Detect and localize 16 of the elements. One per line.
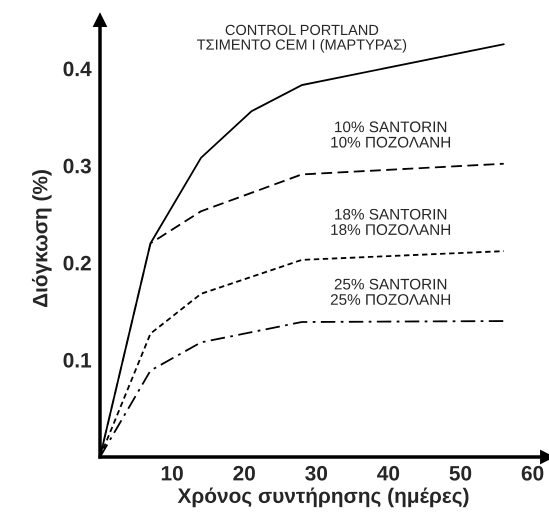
x-tick-label: 20 — [233, 466, 255, 481]
x-tick-label: 40 — [377, 466, 400, 481]
y-tick-label: 0.3 — [64, 158, 91, 174]
series-label: 18% SANTORIN 18% ΠΟΖΟΛΑΝΗ — [331, 208, 450, 235]
y-tick-label: 0.4 — [64, 62, 92, 76]
series-label: 25% SANTORIN 25% ΠΟΖΟΛΑΝΗ — [330, 278, 450, 305]
x-tick-label: 60 — [522, 466, 544, 481]
y-axis-title: Διόγκωση (%) — [32, 170, 52, 308]
y-tick-label: 0.1 — [64, 352, 92, 368]
x-tick-label: 30 — [305, 466, 328, 481]
series-label: 10% SANTORIN 10% ΠΟΖΟΛΑΝΗ — [331, 121, 450, 148]
x-tick-label: 50 — [450, 466, 472, 481]
y-tick-label: 0.2 — [64, 256, 91, 271]
series-label: CONTROL PORTLAND ΤΣΙΜΕΝΤΟ CEM I (ΜΑΡΤΥΡΑΣ) — [197, 24, 406, 53]
x-tick-label: 10 — [162, 466, 183, 481]
x-axis-title: Χρόνος συντήρησης (ημέρες) — [178, 488, 468, 508]
